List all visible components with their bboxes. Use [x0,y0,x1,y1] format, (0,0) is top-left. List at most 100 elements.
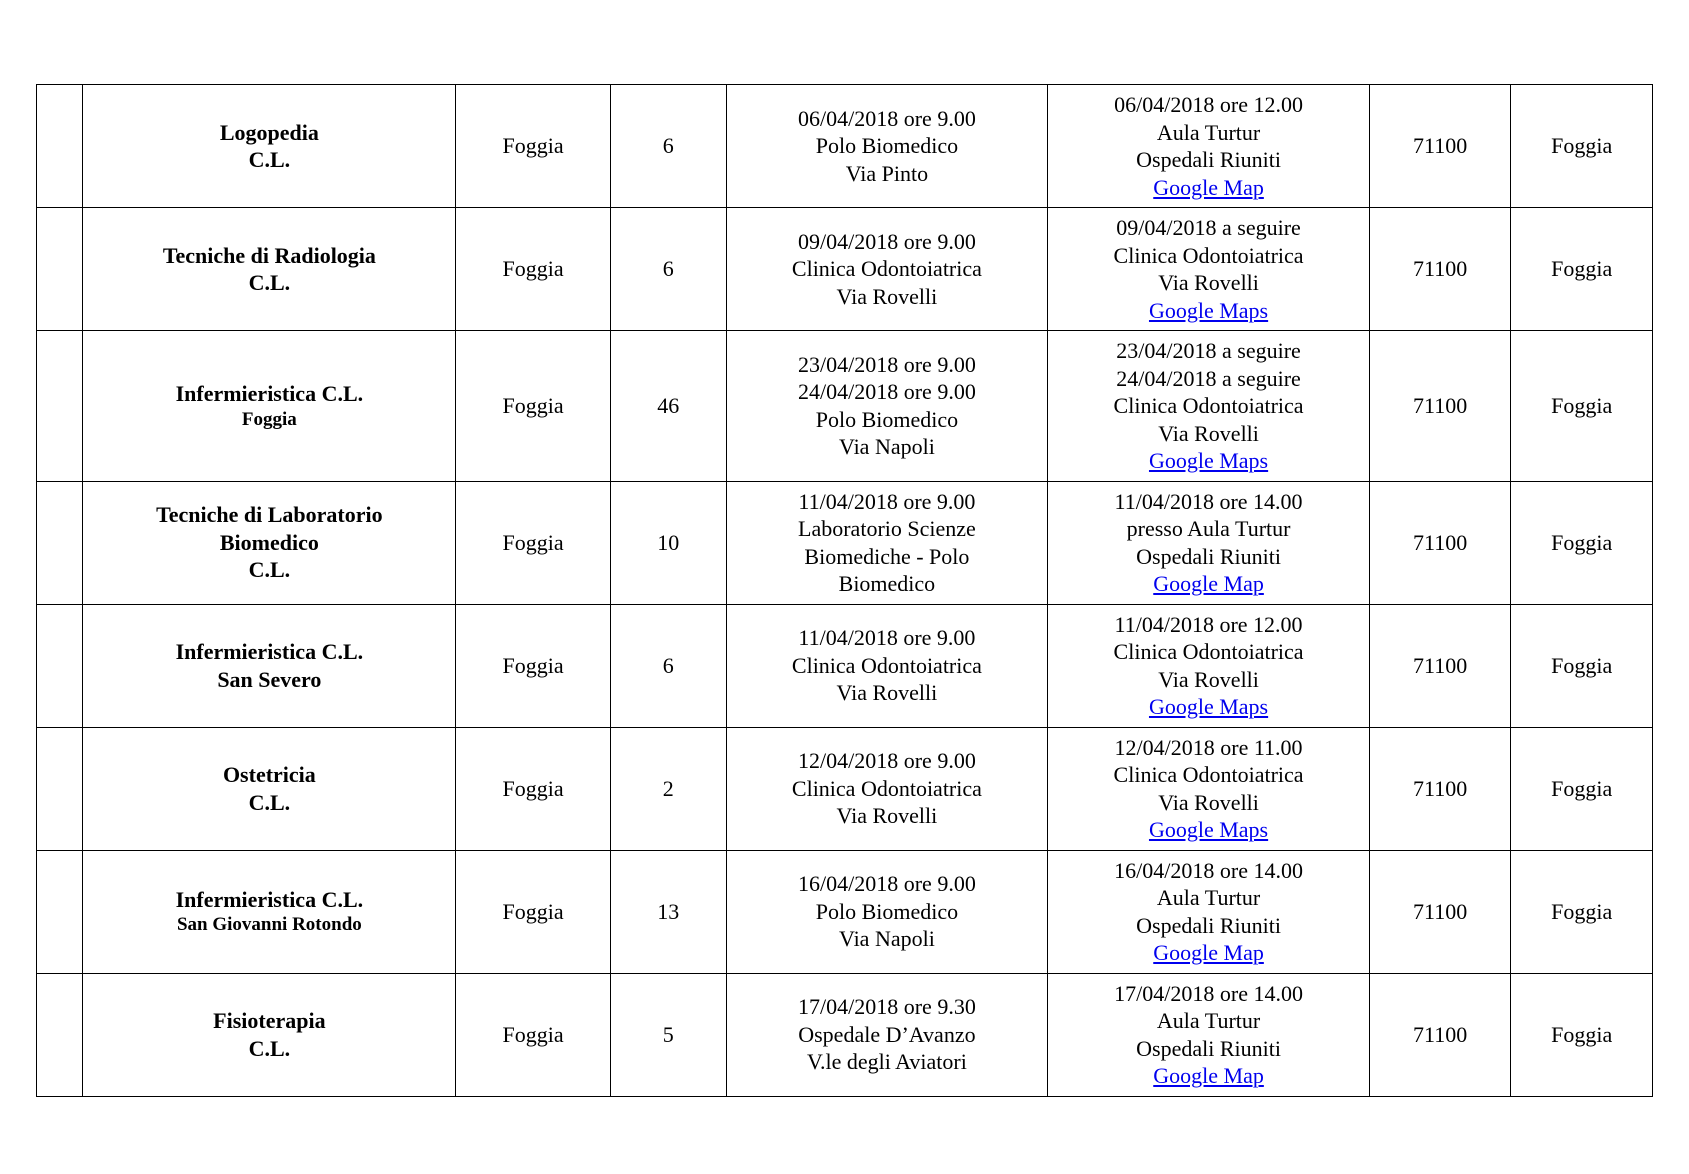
second-event-cell: 09/04/2018 a seguireClinica Odontoiatric… [1048,208,1370,331]
first-event-cell: 11/04/2018 ore 9.00Laboratorio ScienzeBi… [726,481,1048,604]
second-event-cell: 16/04/2018 ore 14.00Aula TurturOspedali … [1048,850,1370,973]
cap-cell: 71100 [1369,481,1511,604]
course-name: Tecniche di Laboratorio Biomedico [87,501,451,556]
first-event-line: Via Pinto [731,160,1044,188]
first-event-line: 12/04/2018 ore 9.00 [731,747,1044,775]
google-map-link[interactable]: Google Map [1153,571,1264,596]
number-cell: 2 [610,727,726,850]
second-event-line: Ospedali Riuniti [1052,1035,1365,1063]
row-index-cell [37,850,83,973]
cap-cell: 71100 [1369,85,1511,208]
second-event-line: 06/04/2018 ore 12.00 [1052,91,1365,119]
cap-cell: 71100 [1369,331,1511,482]
second-event-line: 12/04/2018 ore 11.00 [1052,734,1365,762]
city-cell: Foggia [1511,85,1653,208]
course-cell: Infermieristica C.L.San Giovanni Rotondo [83,850,456,973]
course-cell: Infermieristica C.L.Foggia [83,331,456,482]
sede-cell: Foggia [456,85,610,208]
sede-cell: Foggia [456,973,610,1096]
google-map-link[interactable]: Google Map [1153,175,1264,200]
sede-cell: Foggia [456,727,610,850]
first-event-line: 23/04/2018 ore 9.00 [731,351,1044,379]
second-event-line: Aula Turtur [1052,119,1365,147]
first-event-cell: 11/04/2018 ore 9.00Clinica Odontoiatrica… [726,604,1048,727]
course-name: Tecniche di Radiologia [87,242,451,270]
city-cell: Foggia [1511,208,1653,331]
second-event-line: Ospedali Riuniti [1052,146,1365,174]
second-event-line: Clinica Odontoiatrica [1052,392,1365,420]
table-row: Infermieristica C.L.FoggiaFoggia4623/04/… [37,331,1653,482]
course-subline: C.L. [87,789,451,817]
second-event-line: Aula Turtur [1052,1007,1365,1035]
first-event-cell: 16/04/2018 ore 9.00Polo BiomedicoVia Nap… [726,850,1048,973]
number-cell: 5 [610,973,726,1096]
course-name: Infermieristica C.L. [87,638,451,666]
second-event-line: Clinica Odontoiatrica [1052,761,1365,789]
second-event-line: Ospedali Riuniti [1052,912,1365,940]
first-event-line: Clinica Odontoiatrica [731,255,1044,283]
second-event-line: 23/04/2018 a seguire [1052,337,1365,365]
course-subline: C.L. [87,556,451,584]
first-event-cell: 23/04/2018 ore 9.0024/04/2018 ore 9.00Po… [726,331,1048,482]
table-row: FisioterapiaC.L.Foggia517/04/2018 ore 9.… [37,973,1653,1096]
second-event-line: Via Rovelli [1052,269,1365,297]
first-event-line: Clinica Odontoiatrica [731,652,1044,680]
city-cell: Foggia [1511,850,1653,973]
first-event-cell: 12/04/2018 ore 9.00Clinica Odontoiatrica… [726,727,1048,850]
cap-cell: 71100 [1369,208,1511,331]
number-cell: 6 [610,85,726,208]
number-cell: 6 [610,208,726,331]
first-event-line: Via Napoli [731,925,1044,953]
number-cell: 13 [610,850,726,973]
schedule-table: LogopediaC.L.Foggia606/04/2018 ore 9.00P… [36,84,1653,1097]
sede-cell: Foggia [456,331,610,482]
sede-cell: Foggia [456,208,610,331]
google-map-link[interactable]: Google Map [1153,1063,1264,1088]
first-event-line: 24/04/2018 ore 9.00 [731,378,1044,406]
number-cell: 46 [610,331,726,482]
first-event-cell: 09/04/2018 ore 9.00Clinica Odontoiatrica… [726,208,1048,331]
course-name: Logopedia [87,119,451,147]
course-subline: C.L. [87,269,451,297]
cap-cell: 71100 [1369,850,1511,973]
table-row: Tecniche di RadiologiaC.L.Foggia609/04/2… [37,208,1653,331]
first-event-line: Via Rovelli [731,802,1044,830]
sede-cell: Foggia [456,850,610,973]
second-event-line: 17/04/2018 ore 14.00 [1052,980,1365,1008]
cap-cell: 71100 [1369,727,1511,850]
table-row: Infermieristica C.L.San Giovanni Rotondo… [37,850,1653,973]
second-event-line: Aula Turtur [1052,884,1365,912]
second-event-line: 24/04/2018 a seguire [1052,365,1365,393]
second-event-line: 16/04/2018 ore 14.00 [1052,857,1365,885]
first-event-cell: 17/04/2018 ore 9.30Ospedale D’AvanzoV.le… [726,973,1048,1096]
course-cell: Infermieristica C.L.San Severo [83,604,456,727]
course-cell: FisioterapiaC.L. [83,973,456,1096]
cap-cell: 71100 [1369,604,1511,727]
google-map-link[interactable]: Google Map [1153,940,1264,965]
course-cell: OstetriciaC.L. [83,727,456,850]
first-event-line: Via Rovelli [731,283,1044,311]
second-event-line: Ospedali Riuniti [1052,543,1365,571]
first-event-line: 11/04/2018 ore 9.00 [731,488,1044,516]
google-map-link[interactable]: Google Maps [1149,448,1268,473]
second-event-line: Clinica Odontoiatrica [1052,242,1365,270]
second-event-line: 11/04/2018 ore 14.00 [1052,488,1365,516]
second-event-cell: 12/04/2018 ore 11.00Clinica Odontoiatric… [1048,727,1370,850]
course-subline: C.L. [87,1035,451,1063]
first-event-line: Via Napoli [731,433,1044,461]
first-event-line: 17/04/2018 ore 9.30 [731,993,1044,1021]
google-map-link[interactable]: Google Maps [1149,298,1268,323]
city-cell: Foggia [1511,727,1653,850]
second-event-cell: 06/04/2018 ore 12.00Aula TurturOspedali … [1048,85,1370,208]
first-event-line: Polo Biomedico [731,132,1044,160]
google-map-link[interactable]: Google Maps [1149,694,1268,719]
first-event-line: Polo Biomedico [731,898,1044,926]
course-name: Ostetricia [87,761,451,789]
second-event-cell: 11/04/2018 ore 12.00Clinica Odontoiatric… [1048,604,1370,727]
city-cell: Foggia [1511,331,1653,482]
sede-cell: Foggia [456,604,610,727]
first-event-line: Polo Biomedico [731,406,1044,434]
google-map-link[interactable]: Google Maps [1149,817,1268,842]
first-event-line: Clinica Odontoiatrica [731,775,1044,803]
city-cell: Foggia [1511,604,1653,727]
